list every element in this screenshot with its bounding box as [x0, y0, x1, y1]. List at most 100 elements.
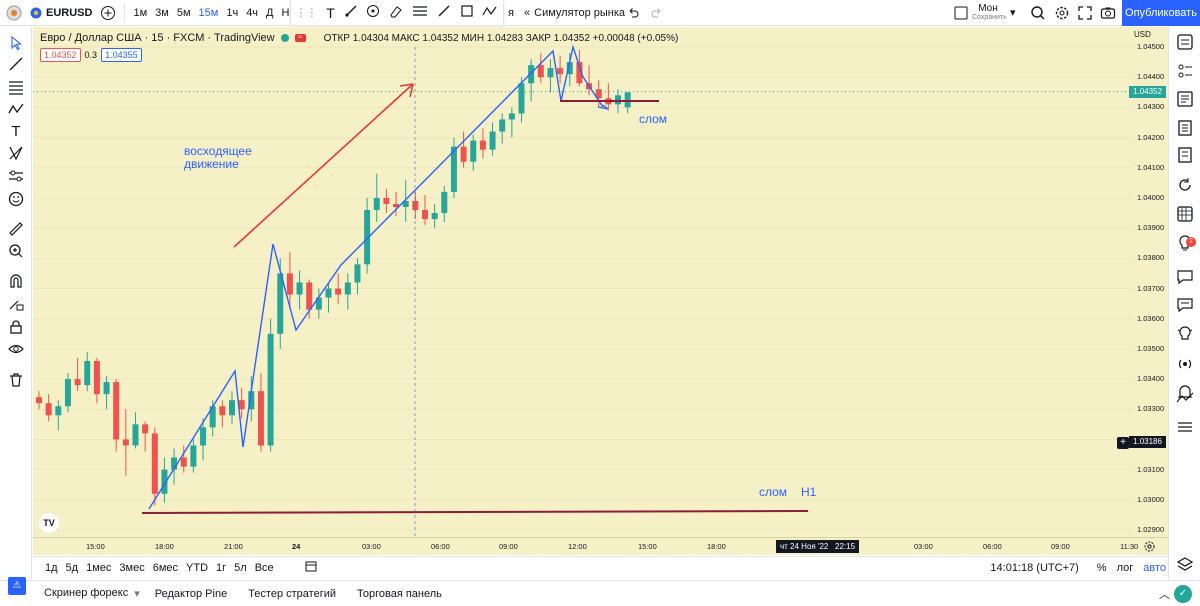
- tab-forex-screener[interactable]: Скринер форекс ▾: [44, 587, 140, 600]
- lock-icon[interactable]: [6, 317, 26, 337]
- undo-icon[interactable]: [622, 0, 644, 26]
- interval-4h[interactable]: 4ч: [246, 6, 259, 19]
- interval-d[interactable]: Д: [266, 6, 274, 19]
- range-button[interactable]: 5л: [234, 561, 247, 574]
- rectangle-icon[interactable]: [460, 4, 474, 21]
- tab-trading-panel[interactable]: Торговая панель: [357, 587, 442, 600]
- prediction-tool-icon[interactable]: [6, 143, 26, 163]
- tab-strategy-tester[interactable]: Тестер стратегий: [248, 587, 336, 600]
- clock[interactable]: 14:01:18 (UTC+7): [990, 561, 1079, 574]
- range-button[interactable]: 6мес: [152, 561, 179, 574]
- trend-chart-icon[interactable]: [1175, 389, 1195, 409]
- trendline-tool-icon[interactable]: [6, 54, 26, 74]
- crosshair-time-label: чт 24 Ноя '22 22:15: [776, 540, 860, 553]
- range-button[interactable]: 5д: [65, 561, 79, 574]
- news-icon[interactable]: [1175, 89, 1195, 109]
- path-icon[interactable]: [482, 4, 498, 21]
- notes-icon[interactable]: [1175, 145, 1195, 165]
- range-button[interactable]: Все: [254, 561, 274, 574]
- layout-dropdown-icon[interactable]: ▾: [1010, 7, 1016, 19]
- interval-1m[interactable]: 1м: [133, 6, 148, 19]
- eye-icon[interactable]: [6, 339, 26, 359]
- symbol-title[interactable]: Евро / Доллар США · 15 · FXCM · TradingV…: [40, 32, 275, 44]
- text-tool-left-icon[interactable]: T: [11, 122, 21, 140]
- ruler-icon[interactable]: [6, 219, 26, 239]
- gear-icon[interactable]: [1050, 0, 1074, 26]
- candle-body: [45, 403, 52, 416]
- symbol-search[interactable]: EURUSD: [26, 0, 96, 26]
- log-toggle[interactable]: лог: [1116, 561, 1134, 574]
- range-button[interactable]: 1г: [216, 561, 227, 574]
- drag-handle-icon[interactable]: ⋮⋮: [295, 7, 318, 19]
- zoom-in-icon[interactable]: [6, 241, 26, 261]
- shield-icon[interactable]: ✓: [1174, 584, 1192, 603]
- replay-label[interactable]: я: [508, 6, 514, 19]
- interval-5m[interactable]: 5м: [176, 6, 191, 19]
- buy-button[interactable]: 1.04355: [101, 48, 142, 62]
- target-icon[interactable]: [366, 4, 380, 21]
- trend-line-icon[interactable]: [437, 4, 451, 21]
- interval-15m[interactable]: 15м: [198, 6, 219, 19]
- line-width-icon[interactable]: [412, 4, 428, 21]
- time-scale[interactable]: 15:00 18:00 21:00 24 03:00 06:00 09:00 12:00 15:…: [33, 537, 1168, 555]
- range-button[interactable]: 1мес: [86, 561, 112, 574]
- left-bottom-icon[interactable]: ⚠: [8, 577, 26, 595]
- grid-icon[interactable]: [1175, 204, 1195, 224]
- calendar-icon[interactable]: [1175, 118, 1195, 138]
- magnet-icon[interactable]: [6, 271, 26, 291]
- chat-icon[interactable]: [1175, 267, 1195, 287]
- scale-settings-icon[interactable]: [1143, 540, 1156, 556]
- annotation-timeframe[interactable]: H1: [801, 485, 817, 499]
- currency-label[interactable]: USD: [1134, 30, 1151, 39]
- percent-toggle[interactable]: %: [1096, 561, 1107, 574]
- interval-3m[interactable]: 3м: [155, 6, 169, 19]
- data-window-icon[interactable]: [1175, 417, 1195, 437]
- emoji-icon[interactable]: [6, 189, 26, 209]
- price-scale[interactable]: USD 1.04500 1.04400 1.04300 1.04200 1.04100 1…: [1129, 27, 1168, 551]
- alerts-list-icon[interactable]: [1175, 61, 1195, 81]
- goto-date-icon[interactable]: [304, 559, 318, 576]
- tradingview-logo[interactable]: TV: [39, 513, 59, 533]
- annotation-uptrend-1[interactable]: восходящее: [184, 144, 252, 158]
- annotation-uptrend-2[interactable]: движение: [184, 157, 239, 171]
- user-avatar[interactable]: [0, 0, 26, 26]
- sell-button[interactable]: 1.04352: [40, 48, 81, 62]
- range-button[interactable]: 1д: [45, 561, 58, 574]
- auto-toggle[interactable]: авто: [1143, 561, 1166, 574]
- annotation-break-top[interactable]: слом: [639, 112, 668, 126]
- redo-icon[interactable]: [646, 0, 668, 26]
- fullscreen-icon[interactable]: [1073, 0, 1097, 26]
- collapse-panel-icon[interactable]: ︿: [1159, 588, 1170, 601]
- camera-icon[interactable]: [1096, 0, 1120, 26]
- publish-button[interactable]: Опубликовать: [1122, 0, 1200, 26]
- layout-icon[interactable]: [950, 0, 972, 26]
- eraser-icon[interactable]: [389, 4, 403, 21]
- tab-pine-editor[interactable]: Редактор Pine: [154, 587, 228, 600]
- text-tool-icon[interactable]: T: [326, 4, 335, 21]
- comments-icon[interactable]: [1175, 295, 1195, 315]
- replay-icon[interactable]: [1175, 175, 1195, 195]
- market-simulator-button[interactable]: « Симулятор рынка: [520, 0, 629, 26]
- time-tick: 11:30: [1120, 542, 1139, 551]
- crosshair-add-icon[interactable]: +: [1117, 437, 1129, 449]
- layers-icon[interactable]: [1175, 555, 1195, 575]
- compare-add-icon[interactable]: [96, 0, 120, 26]
- range-button[interactable]: 3мес: [119, 561, 145, 574]
- annotation-break-bottom[interactable]: слом: [759, 485, 788, 499]
- brush-icon[interactable]: [344, 4, 358, 21]
- chart-pane[interactable]: [33, 27, 1134, 551]
- cursor-icon[interactable]: [6, 33, 26, 53]
- layout-name-button[interactable]: Мон Сохранить: [972, 3, 1007, 21]
- range-button[interactable]: YTD: [186, 561, 209, 574]
- trash-icon[interactable]: [6, 370, 26, 390]
- interval-w[interactable]: Н: [281, 6, 290, 19]
- pattern-tool-icon[interactable]: [6, 99, 26, 119]
- fib-tool-icon[interactable]: [6, 77, 26, 97]
- broadcast-icon[interactable]: [1175, 354, 1195, 374]
- lock-draw-icon[interactable]: [6, 294, 26, 314]
- interval-1h[interactable]: 1ч: [226, 6, 239, 19]
- watchlist-icon[interactable]: [1175, 32, 1195, 52]
- lightbulb-icon[interactable]: [1175, 324, 1195, 344]
- search-icon[interactable]: [1026, 0, 1050, 26]
- measure-tools-icon[interactable]: [6, 166, 26, 186]
